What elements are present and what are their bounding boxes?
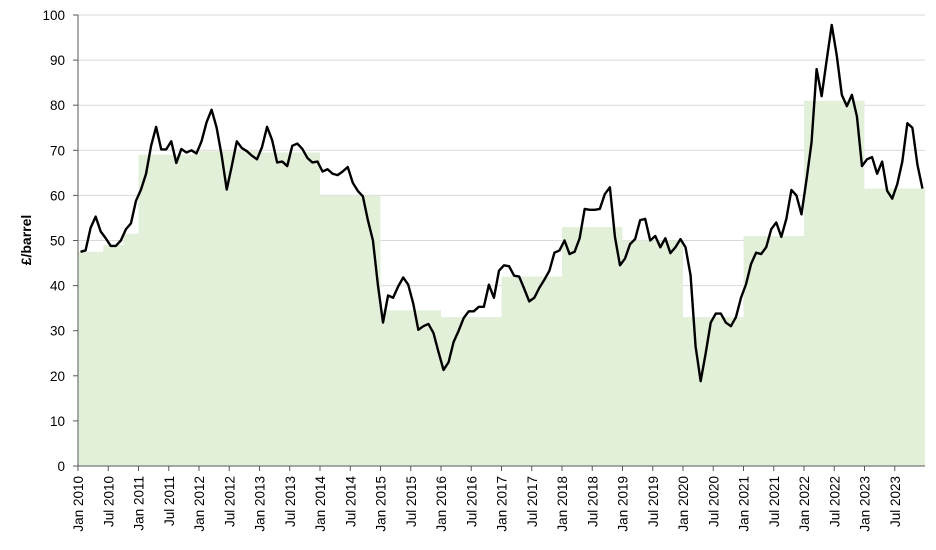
series-line [80,23,924,383]
x-tick-label: Jan 2011 [132,476,147,531]
y-tick-label: 0 [57,459,65,474]
y-tick-label: 80 [50,98,65,113]
x-tick-label: Jan 2018 [555,476,570,532]
x-tick-label: Jul 2010 [101,476,116,527]
x-tick-label: Jul 2015 [404,476,419,527]
y-axis-title: £/barrel [18,215,34,266]
x-tick-label: Jan 2015 [374,476,389,532]
y-tick-label: 50 [50,234,65,249]
x-tick-labels: Jan 2010 Jul 2010 Jan 2011 Jul 2011 Jan 2012… [71,476,903,532]
y-tick-label: 20 [50,369,65,384]
x-tick-label: Jul 2013 [283,476,298,527]
x-tick-label: Jul 2012 [222,476,237,527]
x-tick-label: Jan 2019 [616,476,631,532]
x-tick-label: Jul 2017 [525,476,540,527]
y-tick-labels: 0 10 20 30 40 50 60 70 80 90 100 [42,8,65,474]
x-tick-label: Jul 2014 [343,476,358,528]
y-tick-label: 40 [50,279,65,294]
x-tick-label: Jul 2022 [827,476,842,527]
x-tick-label: Jan 2017 [495,476,510,532]
x-tick-label: Jul 2011 [162,476,177,526]
x-tick-label: Jul 2019 [646,476,661,527]
y-tick-label: 30 [50,324,65,339]
x-tick-label: Jan 2013 [253,476,268,532]
x-tick-label: Jul 2023 [888,476,903,527]
x-tick-label: Jan 2016 [434,476,449,532]
x-tick-label: Jan 2014 [313,476,328,532]
x-tick-label: Jul 2018 [585,476,600,527]
x-tick-label: Jan 2022 [797,476,812,532]
series-step-area [78,100,925,466]
x-tick-label: Jan 2012 [192,476,207,532]
y-tick-label: 60 [50,188,65,203]
x-tick-label: Jan 2021 [737,476,752,532]
y-tick-label: 10 [50,414,65,429]
y-tick-label: 100 [42,8,65,23]
y-tick-label: 70 [50,143,65,158]
x-tick-label: Jan 2020 [676,476,691,532]
x-tick-label: Jul 2020 [706,476,721,527]
x-tick-label: Jul 2016 [464,476,479,527]
y-tick-label: 90 [50,53,65,68]
axes [73,14,925,471]
x-tick-label: Jan 2010 [71,476,86,532]
x-tick-label: Jan 2023 [858,476,873,532]
x-tick-label: Jul 2021 [767,476,782,527]
